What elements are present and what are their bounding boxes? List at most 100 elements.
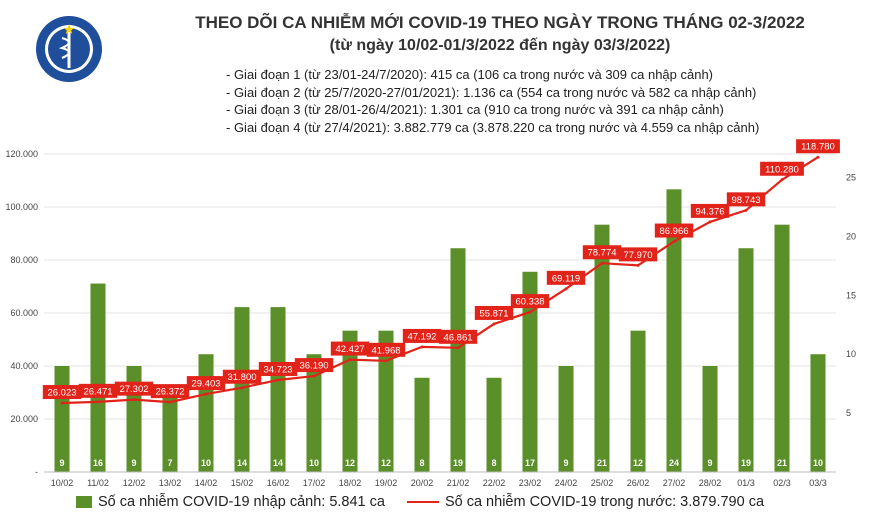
data-label: 77.970	[623, 250, 652, 261]
data-label-box	[402, 328, 442, 343]
line-point	[60, 401, 64, 405]
line-point	[672, 240, 676, 244]
bar-value-label: 9	[563, 458, 568, 468]
stage-4: - Giai đoạn 4 (từ 27/4/2021): 3.882.779 …	[226, 119, 760, 135]
x-tick-label: 14/02	[195, 478, 218, 488]
data-label: 34.723	[263, 364, 292, 375]
left-tick-label: 60.000	[10, 308, 38, 318]
bar	[522, 271, 538, 472]
legend-bar-item: Số ca nhiễm COVID-19 nhập cảnh: 5.841 ca	[76, 494, 385, 510]
line-point	[780, 178, 784, 182]
data-label-box	[222, 369, 262, 384]
data-label-box	[726, 192, 766, 207]
left-tick-label: 100.000	[5, 202, 38, 212]
chart-title: THEO DÕI CA NHIỄM MỚI COVID-19 THEO NGÀY…	[195, 13, 805, 32]
x-tick-label: 21/02	[447, 478, 470, 488]
line-point	[276, 378, 280, 382]
data-label: 31.800	[227, 372, 256, 383]
bar-value-label: 10	[813, 458, 823, 468]
bar	[306, 354, 322, 472]
bar-value-label: 9	[131, 458, 136, 468]
line-point	[168, 400, 172, 404]
bar	[414, 377, 430, 472]
data-label: 36.190	[299, 361, 328, 372]
bar	[558, 366, 574, 472]
line-point	[816, 155, 820, 159]
data-label-box	[760, 161, 804, 176]
line-point	[492, 322, 496, 326]
bar-value-label: 21	[777, 458, 787, 468]
bar-value-label: 10	[309, 458, 319, 468]
legend-line-item: Số ca nhiễm COVID-19 trong nước: 3.879.7…	[406, 494, 765, 510]
data-label: 94.376	[695, 206, 724, 217]
data-label-box	[618, 247, 658, 262]
line-point	[96, 400, 100, 404]
data-label: 55.871	[479, 308, 508, 319]
data-label-box	[582, 245, 622, 260]
line-point	[456, 346, 460, 350]
left-tick-label: 120.000	[5, 149, 38, 159]
bar	[630, 330, 646, 472]
bar	[378, 330, 394, 472]
data-label: 118.780	[801, 142, 835, 153]
bar	[54, 366, 70, 472]
bar	[270, 307, 286, 472]
bar-value-label: 17	[525, 458, 535, 468]
data-label: 26.471	[83, 386, 112, 397]
right-tick-label: 20	[846, 231, 856, 241]
data-label-box	[330, 341, 370, 356]
data-label-box	[654, 223, 694, 238]
x-tick-label: 19/02	[375, 478, 398, 488]
ministry-logo	[36, 16, 102, 82]
x-tick-label: 03/3	[809, 478, 827, 488]
bar-value-label: 12	[381, 458, 391, 468]
stage-2: - Giai đoạn 2 (từ 25/7/2020-27/01/2021):…	[226, 84, 757, 100]
chart-subtitle: (từ ngày 10/02-01/3/2022 đến ngày 03/3/2…	[329, 37, 671, 54]
bar	[234, 307, 250, 472]
bar-value-label: 12	[345, 458, 355, 468]
bar-value-label: 12	[633, 458, 643, 468]
bar-value-label: 8	[491, 458, 496, 468]
data-label: 78.774	[587, 248, 616, 259]
stage-1: - Giai đoạn 1 (từ 23/01-24/7/2020): 415 …	[226, 67, 714, 82]
bar-value-label: 14	[273, 458, 283, 468]
data-label: 98.743	[731, 195, 760, 206]
legend-line-label: Số ca nhiễm COVID-19 trong nước: 3.879.7…	[444, 494, 765, 510]
x-tick-label: 02/3	[773, 478, 791, 488]
data-label: 29.403	[191, 379, 220, 390]
x-tick-label: 10/02	[51, 478, 74, 488]
bar	[486, 377, 502, 472]
x-tick-label: 16/02	[267, 478, 290, 488]
axes: - 20.000 40.000 60.000 80.000 100.000 120.000 5…	[5, 149, 856, 488]
left-tick-label: -	[35, 467, 38, 477]
stage-3: - Giai đoạn 3 (từ 28/01-26/4/2021): 1.30…	[226, 102, 724, 117]
line-point	[708, 220, 712, 224]
line-series: 26.023 26.471 27.302 26.372 29.403 31.800 34.7…	[42, 139, 840, 405]
line-point	[204, 392, 208, 396]
line-point	[564, 287, 568, 291]
bar-value-label: 19	[453, 458, 463, 468]
line-point	[384, 359, 388, 363]
data-label: 42.427	[335, 344, 364, 355]
data-label: 27.302	[119, 384, 148, 395]
left-tick-label: 20.000	[10, 414, 38, 424]
stages-list: - Giai đoạn 1 (từ 23/01-24/7/2020): 415 …	[226, 66, 759, 136]
bar	[738, 248, 754, 472]
line-point	[132, 398, 136, 402]
x-tick-label: 23/02	[519, 478, 542, 488]
line-point	[420, 345, 424, 349]
data-label-box	[186, 376, 226, 391]
data-label: 26.372	[155, 387, 184, 398]
bar	[162, 389, 178, 472]
legend-bar-label: Số ca nhiễm COVID-19 nhập cảnh: 5.841 ca	[98, 494, 385, 510]
x-tick-label: 22/02	[483, 478, 506, 488]
bar	[666, 189, 682, 473]
data-label-box	[690, 203, 730, 218]
x-tick-label: 26/02	[627, 478, 650, 488]
data-label-box	[438, 329, 478, 344]
data-label-box	[366, 342, 406, 357]
left-tick-label: 40.000	[10, 361, 38, 371]
line-point	[600, 261, 604, 265]
bar	[774, 224, 790, 472]
data-label-box	[114, 381, 154, 396]
